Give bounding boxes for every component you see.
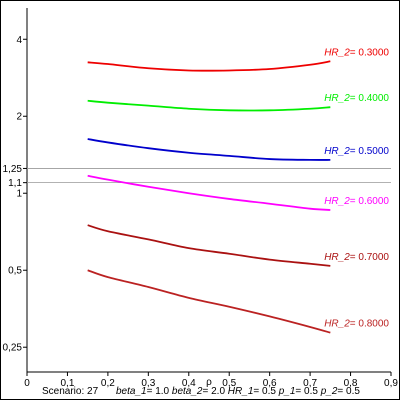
- x-tick-label: 0,5: [222, 378, 236, 389]
- series-line: [87, 269, 331, 334]
- series-line: [87, 174, 331, 211]
- param-value: = 0.5: [337, 386, 360, 397]
- series-label-value: = 0.4000: [350, 93, 390, 104]
- x-tick-label: 0: [24, 378, 30, 389]
- series-lines: [87, 60, 331, 334]
- series-label-name: HR_2: [324, 146, 350, 157]
- series-label-name: HR_2: [324, 47, 350, 58]
- reference-lines: [27, 168, 391, 184]
- x-tick-label: 0,4: [182, 378, 196, 389]
- series-label-value: = 0.8000: [350, 319, 390, 330]
- series-label-name: HR_2: [324, 196, 350, 207]
- y-tick-label: 1: [16, 189, 22, 200]
- y-tick-label: 1,1: [8, 178, 22, 189]
- series-label-value: = 0.6000: [350, 196, 390, 207]
- param-value: = 0.5: [253, 386, 276, 397]
- y-tick-label: 1,25: [3, 164, 23, 175]
- series-label-value: = 0.5000: [350, 146, 390, 157]
- series-line: [87, 99, 331, 112]
- x-tick-label: 0,9: [384, 378, 398, 389]
- y-tick-label: 4: [16, 35, 22, 46]
- param-name: HR_1: [225, 386, 253, 397]
- series-label: HR_2= 0.6000: [324, 196, 389, 207]
- y-tick-label: 2: [16, 112, 22, 123]
- y-tick-label: 0,25: [3, 343, 23, 354]
- x-tick-label: 0,8: [344, 378, 358, 389]
- scenario-label: Scenario: 27: [42, 386, 99, 397]
- x-tick-label: 0,3: [141, 378, 155, 389]
- series-label-name: HR_2: [324, 319, 350, 330]
- series-label: HR_2= 0.5000: [324, 146, 389, 157]
- series-label: HR_2= 0.4000: [324, 93, 389, 104]
- series-label: HR_2= 0.7000: [324, 252, 389, 263]
- x-tick-label: 0,2: [101, 378, 115, 389]
- series-label-name: HR_2: [324, 252, 350, 263]
- x-tick-label: 0,6: [263, 378, 277, 389]
- x-axis-label: ρ: [206, 377, 212, 388]
- series-label-name: HR_2: [324, 93, 350, 104]
- x-tick-label: 0,7: [303, 378, 317, 389]
- param-name: beta_2: [169, 386, 203, 397]
- param-name: p_2: [318, 386, 338, 397]
- param-value: = 0.5: [295, 386, 318, 397]
- footer-params: beta_1= 1.0 beta_2= 2.0 HR_1= 0.5 p_1= 0…: [116, 386, 360, 397]
- param-value: = 2.0: [203, 386, 226, 397]
- series-label-value: = 0.7000: [350, 252, 390, 263]
- param-name: beta_1: [116, 386, 147, 397]
- footer: Scenario: 27 beta_1= 1.0 beta_2= 2.0 HR_…: [42, 386, 360, 397]
- series-label: HR_2= 0.3000: [324, 47, 389, 58]
- param-name: p_1: [276, 386, 295, 397]
- series-line: [87, 60, 331, 72]
- series-line: [87, 138, 331, 161]
- param-value: = 1.0: [147, 386, 170, 397]
- series-line: [87, 224, 331, 267]
- axes: 0 0,1 0,2 0,3 0,4 0,5 0,6 0,7 0,8 0,9 0,25 0,5 11,1 1…: [3, 8, 398, 389]
- y-tick-label: 0,5: [8, 266, 22, 277]
- x-tick-label: 0,1: [60, 378, 74, 389]
- series-label-value: = 0.3000: [350, 47, 390, 58]
- series-label: HR_2= 0.8000: [324, 319, 389, 330]
